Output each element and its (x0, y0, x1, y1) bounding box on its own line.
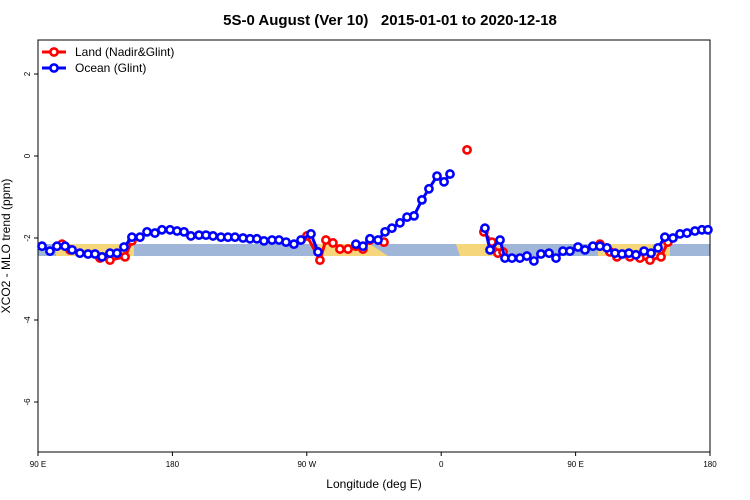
point (157, 224, 167, 235)
point (445, 169, 455, 179)
point (52, 241, 62, 252)
point (60, 241, 70, 252)
point (495, 235, 505, 245)
point (37, 241, 47, 252)
point (480, 223, 490, 234)
point (387, 223, 397, 234)
y-tick-label: 0 (23, 153, 32, 158)
x-tick-label: 180 (166, 460, 180, 469)
point (536, 249, 546, 259)
point (703, 224, 713, 235)
y-tick-label: -6 (23, 398, 32, 406)
point (343, 244, 353, 254)
point (653, 242, 663, 253)
point (656, 251, 666, 262)
x-axis-label: Longitude (deg E) (326, 477, 421, 491)
point (328, 238, 338, 248)
point (120, 251, 130, 262)
point (424, 183, 434, 194)
point (565, 246, 575, 257)
point (296, 235, 306, 245)
point (580, 244, 590, 255)
x-tick-label: 90 E (567, 460, 583, 469)
point (551, 253, 561, 263)
point (395, 217, 405, 228)
chart-title: 5S-0 August (Ver 10) 2015-01-01 to 2020-… (223, 12, 557, 29)
point (186, 231, 196, 241)
point (97, 251, 107, 262)
x-tick-label: 180 (703, 460, 717, 469)
point (179, 226, 189, 237)
point (373, 235, 383, 245)
x-tick-label: 0 (439, 460, 444, 469)
point (507, 253, 517, 263)
point (313, 247, 323, 257)
point (230, 232, 240, 243)
point (208, 231, 218, 241)
point (668, 233, 678, 243)
point (119, 242, 129, 252)
y-tick-label: -4 (23, 316, 32, 324)
point (45, 246, 55, 257)
point (485, 244, 495, 255)
point (380, 226, 390, 237)
legend-label: Land (Nadir&Glint) (75, 45, 174, 59)
point (682, 228, 692, 238)
y-axis-label: XCO2 - MLO trend (ppm) (0, 179, 13, 314)
point (127, 232, 137, 243)
point (281, 237, 291, 248)
point (544, 248, 554, 259)
point (439, 176, 449, 187)
point (289, 239, 299, 250)
point (522, 251, 532, 261)
y-tick-label: -2 (23, 234, 32, 242)
point (315, 255, 325, 266)
point (75, 248, 85, 259)
x-tick-label: 90 W (297, 460, 316, 469)
point (112, 248, 122, 259)
point (660, 232, 670, 243)
point (417, 194, 427, 205)
point (409, 210, 419, 221)
point (142, 226, 152, 237)
legend-marker (49, 47, 59, 57)
x-tick-label: 90 E (30, 460, 46, 469)
point (529, 256, 539, 266)
point (335, 244, 345, 254)
point (602, 242, 612, 253)
point (306, 229, 316, 239)
point (365, 233, 375, 244)
y-tick-label: 2 (23, 71, 32, 76)
point (631, 249, 641, 260)
legend-label: Ocean (Glint) (75, 61, 146, 75)
point (135, 232, 145, 243)
point (462, 144, 472, 155)
point (358, 241, 368, 252)
point (646, 248, 656, 259)
point (432, 171, 442, 182)
legend-marker (49, 63, 59, 73)
point (259, 235, 269, 246)
point (67, 244, 77, 255)
